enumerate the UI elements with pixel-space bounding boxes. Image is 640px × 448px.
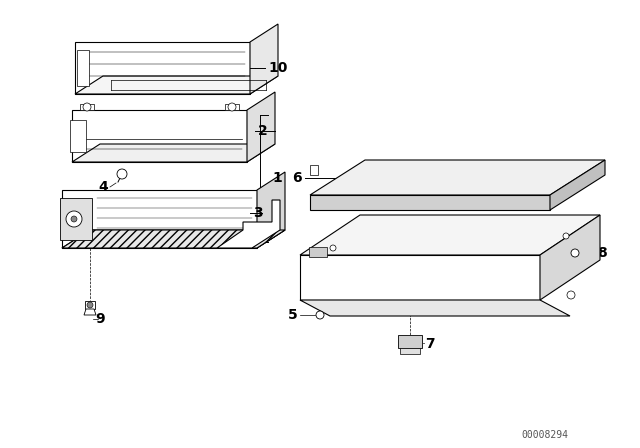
Text: 3: 3 — [253, 206, 262, 220]
Polygon shape — [75, 76, 278, 94]
Polygon shape — [247, 92, 275, 162]
Circle shape — [83, 103, 91, 111]
Circle shape — [563, 233, 569, 239]
Polygon shape — [540, 215, 600, 300]
Circle shape — [316, 311, 324, 319]
Text: 00008294: 00008294 — [522, 430, 568, 440]
Polygon shape — [72, 110, 247, 162]
Polygon shape — [300, 215, 600, 255]
Circle shape — [228, 103, 236, 111]
Polygon shape — [250, 24, 278, 94]
Text: 9: 9 — [95, 312, 104, 326]
Text: 5: 5 — [288, 308, 298, 322]
Polygon shape — [60, 198, 92, 240]
Polygon shape — [62, 190, 257, 248]
Polygon shape — [75, 42, 250, 94]
Polygon shape — [400, 348, 420, 354]
Text: 8: 8 — [597, 246, 607, 260]
Circle shape — [87, 302, 93, 308]
Polygon shape — [310, 165, 318, 175]
Polygon shape — [62, 230, 285, 248]
Polygon shape — [398, 335, 422, 348]
Circle shape — [330, 245, 336, 251]
Polygon shape — [257, 172, 285, 248]
Text: 6: 6 — [292, 171, 302, 185]
Polygon shape — [72, 144, 275, 162]
Polygon shape — [217, 200, 280, 248]
Polygon shape — [85, 301, 95, 309]
Text: 4: 4 — [99, 180, 108, 194]
Circle shape — [567, 291, 575, 299]
Polygon shape — [300, 255, 540, 300]
Polygon shape — [62, 230, 285, 248]
Polygon shape — [77, 50, 89, 86]
Polygon shape — [225, 104, 239, 110]
Polygon shape — [550, 160, 605, 210]
Text: 2: 2 — [258, 124, 268, 138]
Polygon shape — [310, 160, 605, 195]
Polygon shape — [310, 195, 550, 210]
Circle shape — [71, 216, 77, 222]
Polygon shape — [300, 300, 570, 316]
Circle shape — [571, 249, 579, 257]
Circle shape — [66, 211, 82, 227]
Text: 1: 1 — [272, 171, 282, 185]
Polygon shape — [80, 104, 94, 110]
Text: 7: 7 — [425, 337, 435, 351]
Circle shape — [117, 169, 127, 179]
Polygon shape — [309, 247, 327, 257]
Polygon shape — [84, 309, 96, 315]
Text: 10: 10 — [268, 61, 287, 75]
Polygon shape — [70, 120, 86, 152]
